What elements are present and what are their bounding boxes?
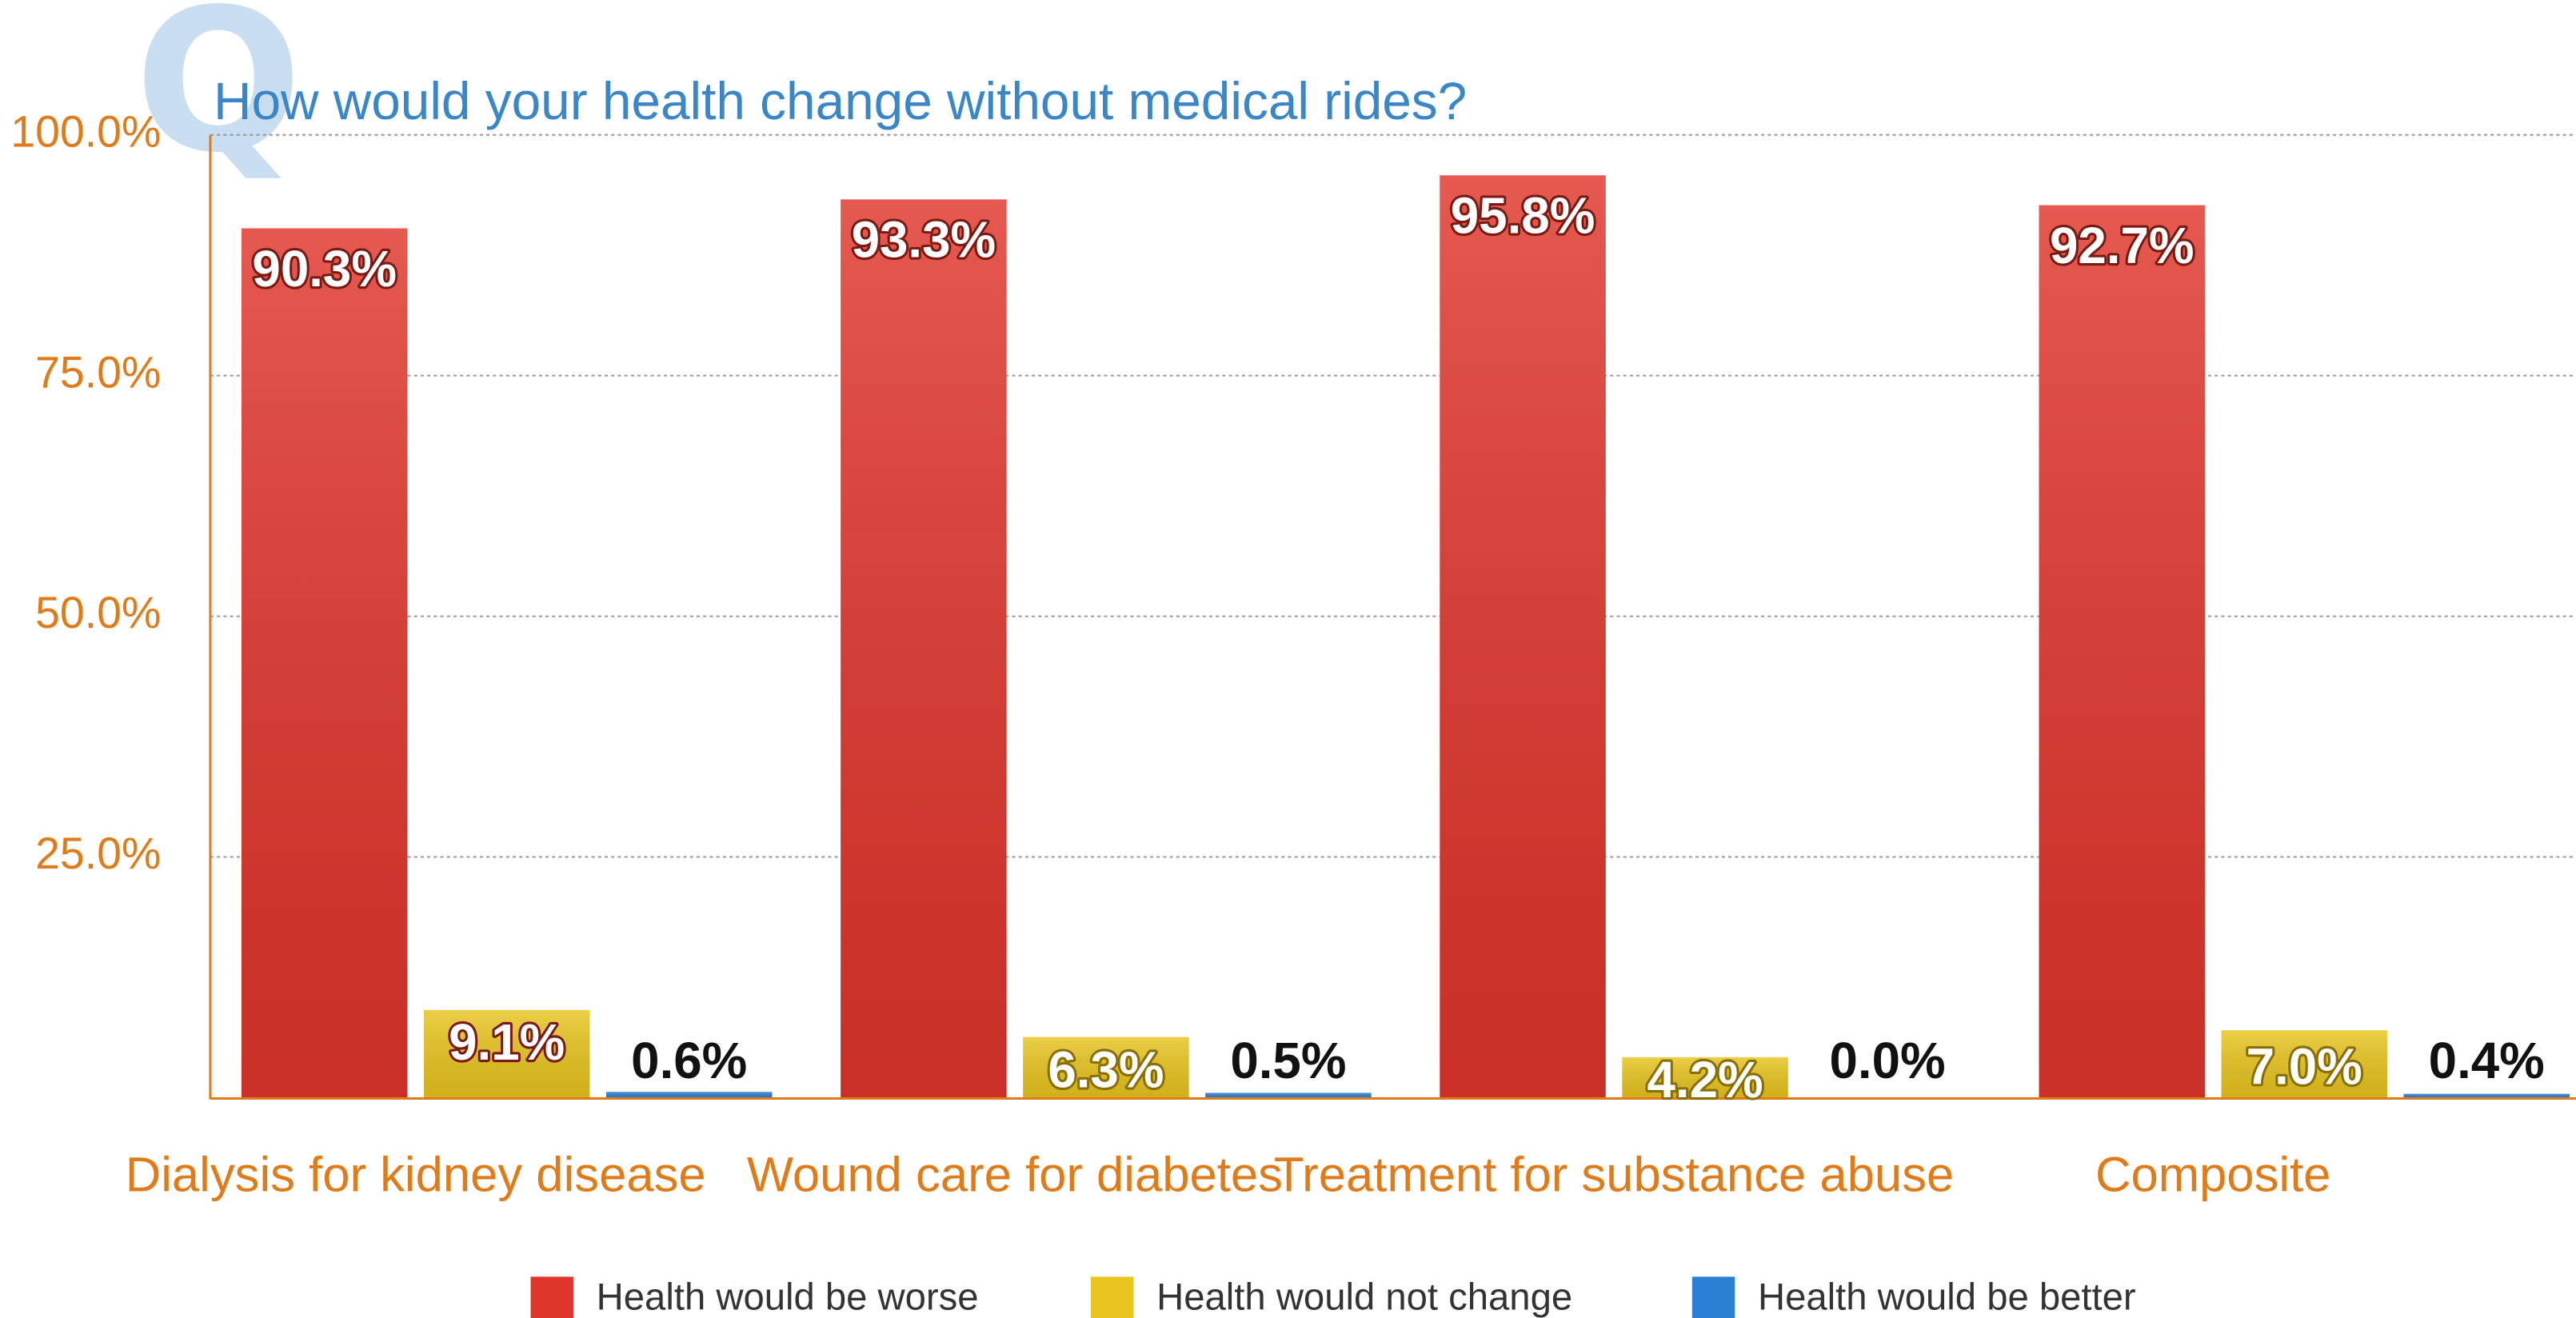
bar-shade: [1205, 1092, 1372, 1098]
x-tick-label: Composite: [2095, 1147, 2330, 1202]
bar-shade: [2221, 1030, 2387, 1098]
data-label: 93.3%: [852, 212, 996, 269]
bar-shade: [1622, 1056, 1788, 1098]
title-badge: Q: [134, 0, 302, 197]
labels: 25.0% 50.0% 75.0% 100.0% Dialysis for kidney…: [10, 106, 2547, 1318]
data-label: 6.3%: [1048, 1042, 1164, 1099]
y-tick-label: 75.0%: [35, 347, 161, 397]
data-label: 0.0%: [1830, 1032, 1946, 1089]
x-tick-label: Treatment for substance abuse: [1274, 1147, 1954, 1202]
legend-label: Health would not change: [1156, 1276, 1572, 1318]
data-label: 0.4%: [2429, 1032, 2545, 1089]
y-tick-label: 100.0%: [10, 106, 161, 156]
legend-swatch: [530, 1276, 573, 1318]
data-label: 7.0%: [2247, 1038, 2362, 1095]
legend-label: Health would be better: [1758, 1276, 2136, 1318]
data-label: 92.7%: [2050, 218, 2195, 274]
legend-swatch: [1691, 1276, 1735, 1318]
bar-shade: [2039, 205, 2205, 1098]
y-tick-label: 50.0%: [35, 588, 161, 637]
bar-shade: [606, 1092, 773, 1098]
data-label: 4.2%: [1647, 1052, 1763, 1108]
data-label: 95.8%: [1451, 188, 1596, 245]
legend-swatch: [1090, 1276, 1134, 1318]
data-label: 0.6%: [631, 1032, 747, 1089]
grid: [210, 134, 2576, 858]
bar-shade: [1440, 175, 1606, 1098]
y-tick-label: 25.0%: [35, 829, 161, 878]
bars: [241, 175, 2570, 1098]
bar-shade: [2403, 1093, 2570, 1098]
legend-label: Health would be worse: [597, 1276, 979, 1318]
data-label: 9.1%: [449, 1014, 565, 1071]
x-tick-label: Dialysis for kidney disease: [126, 1147, 706, 1202]
bar-shade: [841, 199, 1007, 1098]
data-label: 90.3%: [252, 241, 397, 298]
x-tick-label: Wound care for diabetes: [747, 1147, 1283, 1202]
chart-title: How would your health change without med…: [214, 71, 1467, 130]
data-label: 0.5%: [1230, 1032, 1346, 1089]
bar-shade: [423, 1009, 590, 1098]
bar-shade: [241, 228, 408, 1098]
bar-shade: [1023, 1036, 1189, 1098]
